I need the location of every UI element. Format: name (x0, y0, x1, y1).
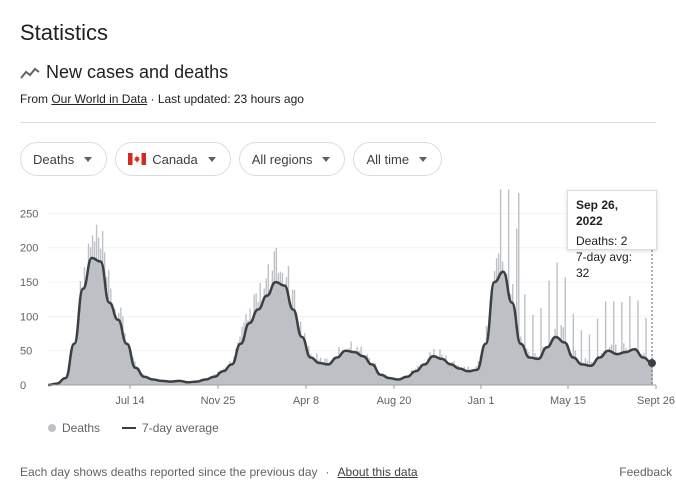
x-tick-label: Jan 1 (468, 395, 495, 407)
divider (20, 122, 656, 123)
y-tick-label: 0 (20, 380, 26, 392)
chart-legend: Deaths 7-day average (48, 421, 219, 435)
x-axis-ticks: Jul 14 Nov 25 Apr 8 Aug 20 Jan 1 May 15 Sept 2… (115, 385, 675, 407)
x-tick-label: Nov 25 (201, 395, 236, 407)
metric-filter-label: Deaths (33, 151, 75, 167)
chart-tooltip: Sep 26, 2022 Deaths: 2 7-day avg: 32 (567, 190, 657, 280)
legend-avg-swatch (122, 427, 137, 429)
last-updated: · Last updated: 23 hours ago (147, 92, 304, 106)
time-filter[interactable]: All time (353, 142, 443, 176)
footer-separator: · (325, 465, 330, 479)
chevron-down-icon (419, 156, 428, 162)
daily-bar (564, 277, 566, 385)
source-row: From Our World in Data · Last updated: 2… (20, 92, 304, 106)
daily-bar (556, 262, 558, 385)
footer-note: Each day shows deaths reported since the… (20, 465, 318, 479)
daily-bar (596, 318, 599, 385)
trend-line-icon (20, 67, 40, 79)
y-tick-label: 100 (20, 311, 38, 323)
y-tick-label: 150 (20, 277, 38, 289)
time-filter-label: All time (366, 151, 410, 167)
y-tick-label: 200 (20, 243, 38, 255)
chevron-down-icon (207, 156, 216, 162)
daily-bar (604, 301, 607, 385)
region-filter-label: All regions (251, 151, 313, 167)
metric-filter[interactable]: Deaths (20, 142, 108, 176)
feedback-link[interactable]: Feedback (619, 465, 672, 479)
x-tick-label: May 15 (550, 395, 586, 407)
legend-deaths-label: Deaths (62, 421, 101, 435)
daily-bar (548, 280, 550, 385)
daily-bar (524, 294, 526, 385)
daily-bar (613, 301, 615, 385)
legend-deaths-swatch (48, 424, 56, 432)
x-tick-label: Aug 20 (377, 395, 412, 407)
page-title: Statistics (20, 20, 109, 45)
daily-bar (518, 192, 520, 385)
y-tick-label: 50 (20, 346, 32, 358)
daily-bar (621, 301, 623, 385)
daily-bar (516, 228, 518, 385)
footer: Each day shows deaths reported since the… (20, 465, 418, 479)
daily-bar (588, 334, 591, 385)
region-filter[interactable]: All regions (238, 142, 346, 176)
source-link[interactable]: Our World in Data (51, 92, 148, 106)
chevron-down-icon (322, 156, 331, 162)
daily-bar (572, 313, 575, 385)
country-filter-label: Canada (152, 151, 198, 167)
hover-marker-dot (648, 359, 656, 368)
subtitle-row: New cases and deaths (20, 62, 228, 83)
canada-flag-icon (128, 153, 147, 165)
daily-bar (645, 318, 647, 385)
filter-bar: Deaths Canada All regions All time (20, 142, 443, 176)
avg-line (47, 256, 653, 387)
daily-bar (629, 296, 631, 385)
x-tick-label: Sept 26 (637, 395, 675, 407)
x-tick-label: Apr 8 (293, 395, 319, 407)
x-tick-label: Jul 14 (115, 395, 144, 407)
tooltip-deaths: Deaths: 2 (576, 234, 628, 248)
daily-bar (637, 300, 639, 385)
country-filter[interactable]: Canada (115, 142, 231, 176)
daily-bar (580, 330, 583, 385)
tooltip-date: Sep 26, 2022 (576, 198, 619, 228)
subtitle: New cases and deaths (46, 62, 229, 82)
legend-avg-label: 7-day average (142, 421, 219, 435)
chevron-down-icon (84, 156, 93, 162)
avg-area (48, 258, 652, 385)
daily-bar (532, 315, 534, 385)
source-prefix: From (20, 92, 52, 106)
tooltip-avg: 7-day avg: 32 (576, 250, 633, 280)
daily-bar (540, 307, 542, 385)
about-data-link[interactable]: About this data (337, 465, 418, 479)
y-axis-ticks: 0 50 100 150 200 250 (20, 208, 38, 392)
y-tick-label: 250 (20, 208, 38, 220)
